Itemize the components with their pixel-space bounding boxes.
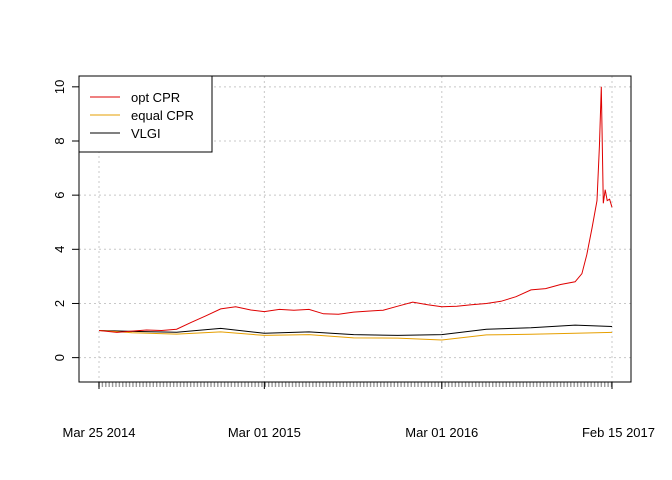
legend-label: equal CPR [131,108,194,123]
plot-border [78,75,632,383]
legend: opt CPR equal CPR VLGI [78,75,213,153]
y-axis: 0 2 4 6 8 10 [52,80,80,361]
x-tick-label: Mar 25 2014 [63,425,136,440]
y-tick-label: 10 [52,80,67,94]
y-tick-label: 2 [52,300,67,307]
legend-box [78,75,213,153]
series-line-opt-cpr [98,86,613,333]
y-tick-label: 4 [52,246,67,253]
series-line-vlgi [98,324,613,336]
y-tick-label: 0 [52,354,67,361]
series-line-equal-cpr [98,330,613,341]
legend-label: opt CPR [131,90,180,105]
x-axis: Mar 25 2014 Mar 01 2015 Mar 01 2016 Feb 15 … [63,381,655,440]
series-lines [98,86,613,341]
y-tick-label: 8 [52,137,67,144]
x-tick-label: Mar 01 2015 [228,425,301,440]
legend-label: VLGI [131,126,161,141]
x-tick-label: Mar 01 2016 [405,425,478,440]
y-tick-label: 6 [52,192,67,199]
x-tick-label: Feb 15 2017 [582,425,655,440]
